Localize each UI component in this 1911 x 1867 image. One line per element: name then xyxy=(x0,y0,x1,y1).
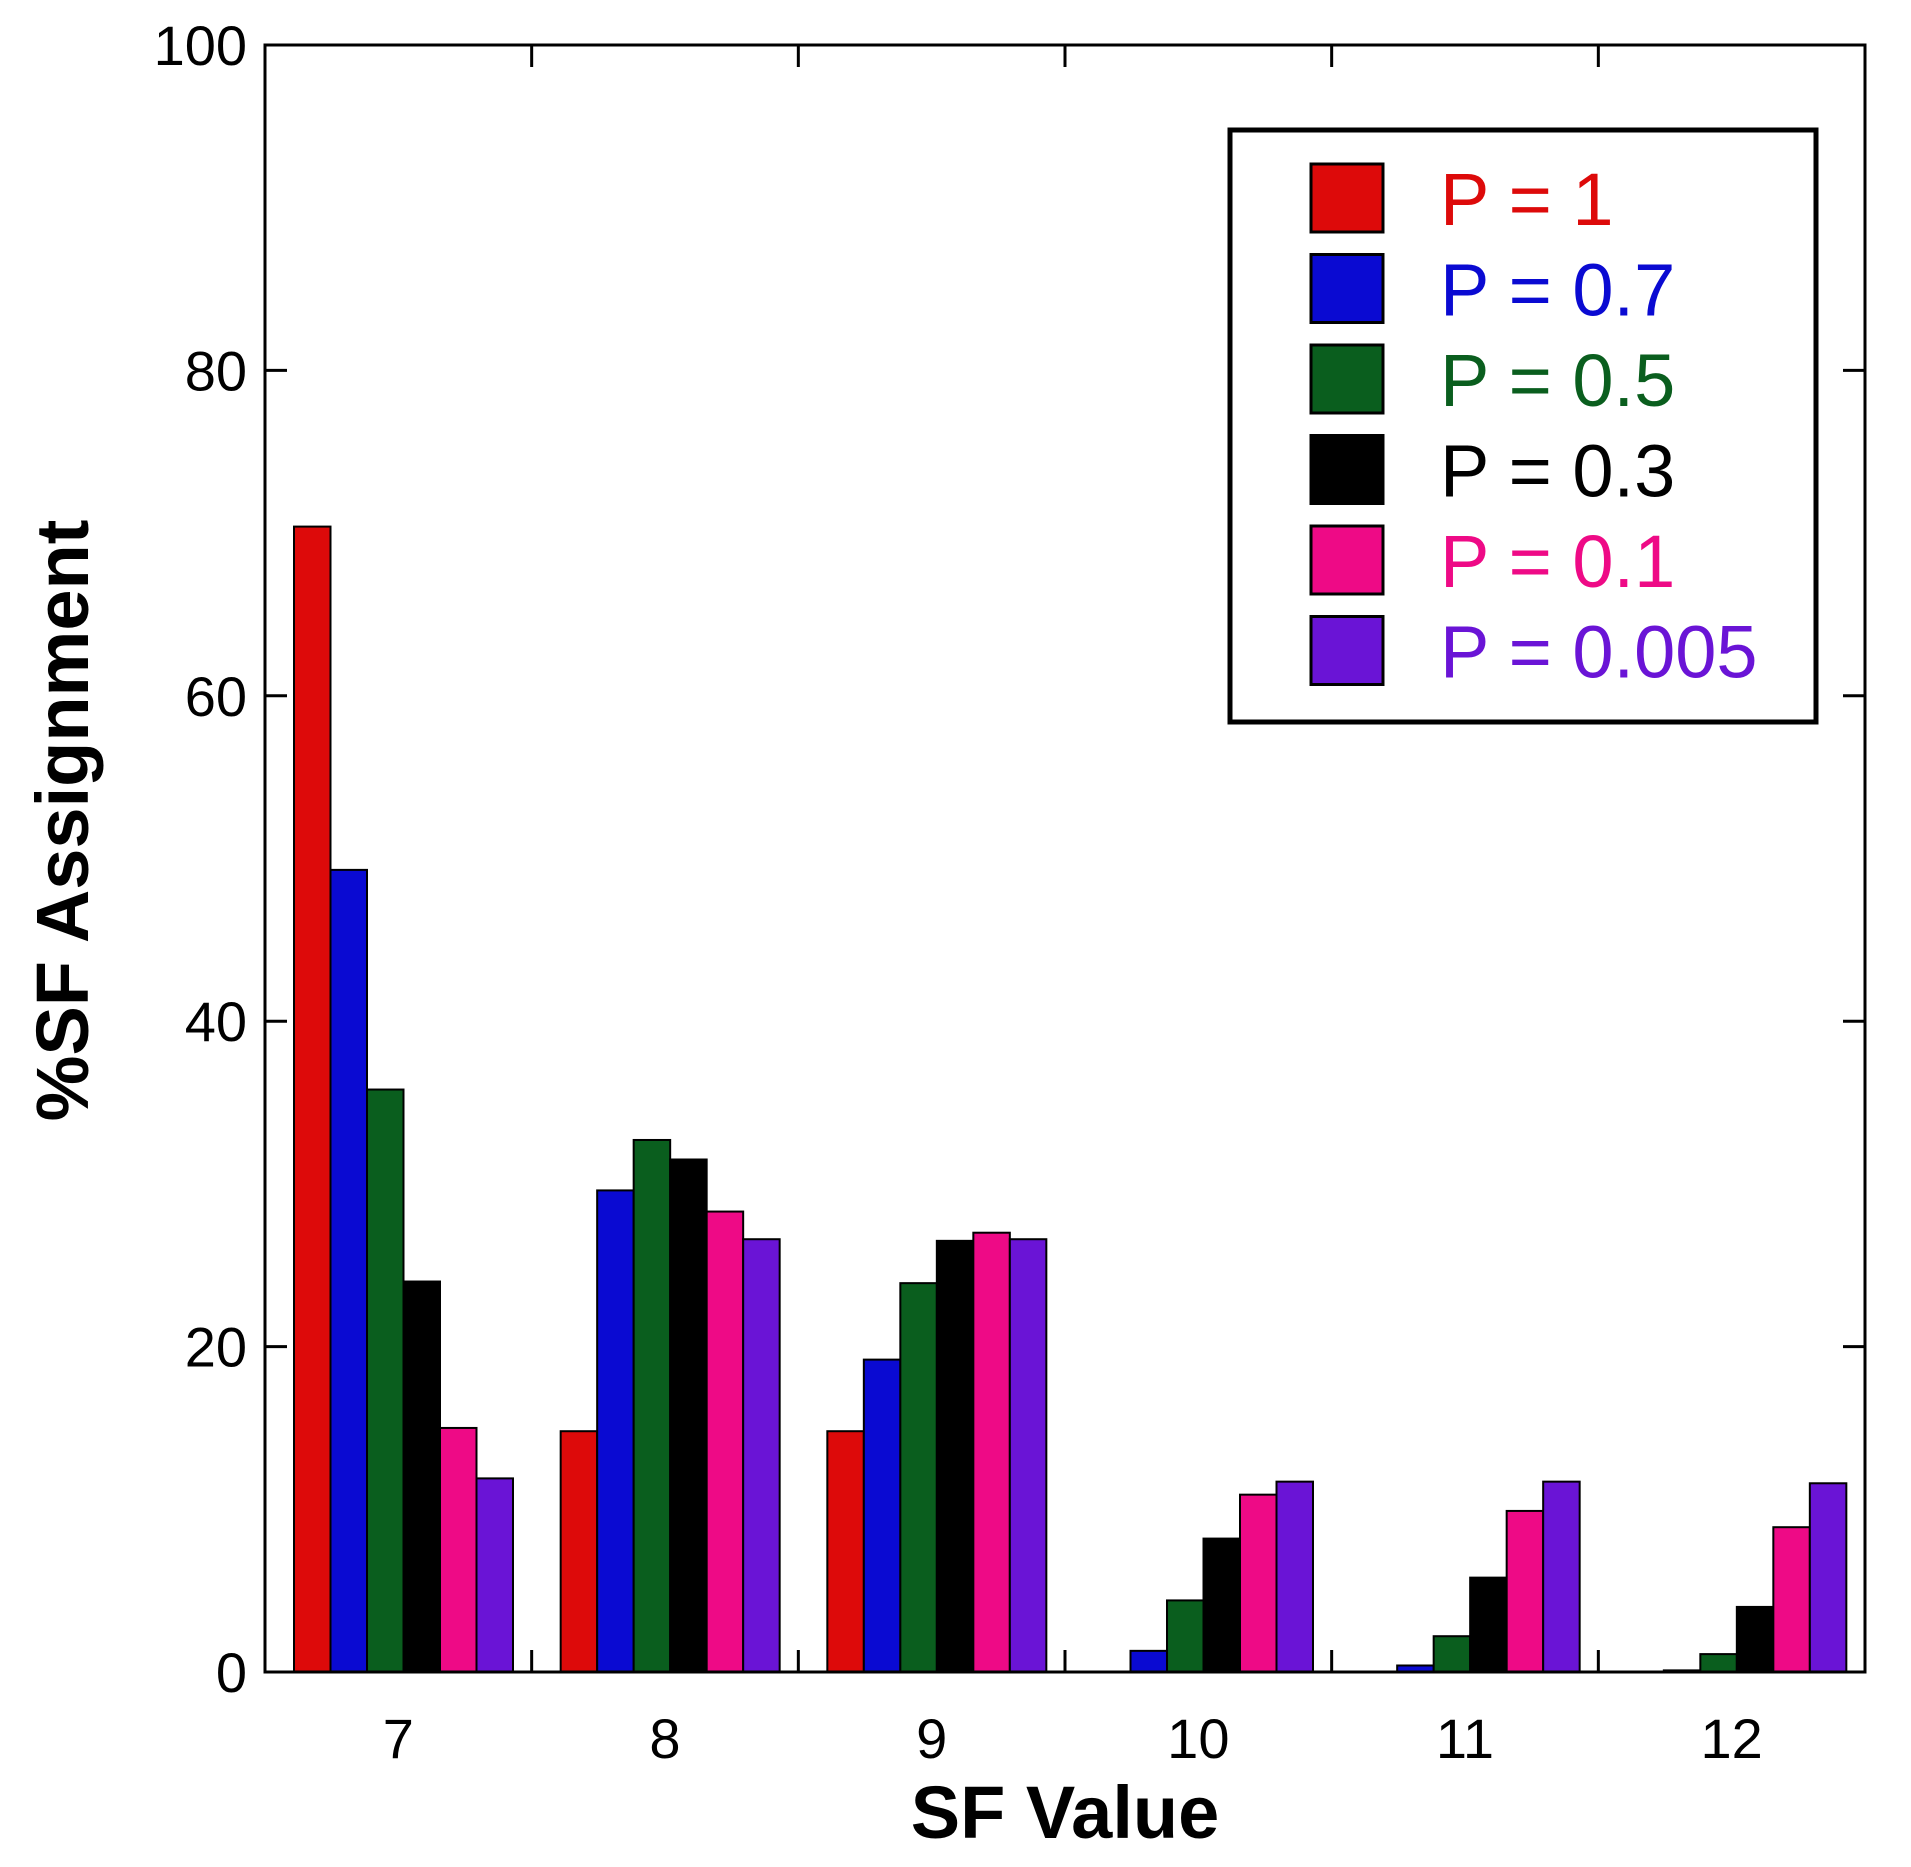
bar-sf10-series-4 xyxy=(1239,1493,1278,1673)
bar-sf10-series-3 xyxy=(1202,1537,1241,1674)
y-tick-label: 40 xyxy=(185,990,247,1053)
x-tick-label: 8 xyxy=(649,1707,680,1770)
legend-label-1: P = 0.7 xyxy=(1440,249,1675,332)
bar-sf11-series-5 xyxy=(1542,1480,1581,1673)
bar-sf8-series-3 xyxy=(669,1158,708,1673)
bar-sf9-series-5 xyxy=(1008,1238,1048,1674)
bar-sf8-series-2 xyxy=(632,1138,672,1673)
y-axis-title: %SF Assignment xyxy=(21,520,104,1122)
bar-sf7-series-2 xyxy=(366,1088,405,1674)
bar-sf9-series-2 xyxy=(899,1282,938,1673)
y-tick-label: 20 xyxy=(185,1316,247,1379)
legend-label-3: P = 0.3 xyxy=(1440,430,1675,513)
legend-label-2: P = 0.5 xyxy=(1440,339,1675,422)
bar-sf12-series-2 xyxy=(1699,1653,1738,1674)
bar-sf10-series-5 xyxy=(1275,1480,1314,1673)
bar-sf12-series-3 xyxy=(1735,1605,1775,1674)
legend-swatch-3 xyxy=(1309,434,1385,505)
bar-sf7-series-0 xyxy=(293,525,332,1673)
bar-sf9-series-4 xyxy=(972,1231,1011,1673)
bar-sf7-series-5 xyxy=(475,1477,514,1673)
plot-frame xyxy=(263,43,1867,1674)
bar-sf11-series-3 xyxy=(1469,1576,1508,1674)
bars-layer xyxy=(293,525,1848,1674)
y-tick-label: 60 xyxy=(185,665,247,728)
bar-sf11-series-2 xyxy=(1432,1635,1472,1674)
legend-swatch-4 xyxy=(1309,524,1385,596)
bar-sf8-series-4 xyxy=(705,1210,745,1673)
bar-sf9-series-0 xyxy=(826,1430,865,1673)
bar-sf11-series-4 xyxy=(1505,1509,1545,1673)
legend-swatch-0 xyxy=(1309,162,1385,234)
bar-sf10-series-2 xyxy=(1166,1599,1205,1673)
bar-sf8-series-1 xyxy=(596,1189,635,1673)
bar-sf7-series-4 xyxy=(439,1426,478,1673)
bar-sf12-series-5 xyxy=(1808,1482,1848,1673)
bar-sf10-series-1 xyxy=(1129,1649,1168,1673)
x-tick-label: 11 xyxy=(1436,1707,1494,1770)
axis-layer: 0 20 40 60 80 100 7 8 9 10 11 12 xyxy=(154,14,1865,1770)
legend: P = 1P = 0.7P = 0.5P = 0.3P = 0.1P = 0.0… xyxy=(1227,127,1819,725)
x-axis-title: SF Value xyxy=(911,1771,1219,1854)
y-tick-label: 0 xyxy=(216,1641,247,1704)
y-tick-label: 80 xyxy=(185,339,247,402)
x-tick-label: 12 xyxy=(1701,1707,1763,1770)
bar-sf8-series-0 xyxy=(559,1430,599,1673)
bar-sf9-series-3 xyxy=(935,1239,975,1673)
bar-sf12-series-4 xyxy=(1772,1526,1811,1674)
x-tick-label: 10 xyxy=(1167,1707,1229,1770)
legend-label-5: P = 0.005 xyxy=(1440,611,1758,694)
x-tick-label: 9 xyxy=(916,1707,947,1770)
legend-swatch-5 xyxy=(1309,615,1385,686)
bar-sf9-series-1 xyxy=(862,1358,902,1673)
bar-sf7-series-1 xyxy=(329,868,368,1673)
bar-sf8-series-5 xyxy=(742,1238,781,1674)
legend-label-0: P = 1 xyxy=(1440,158,1614,241)
legend-swatch-2 xyxy=(1309,343,1385,415)
y-tick-label: 100 xyxy=(154,14,247,77)
x-tick-label: 7 xyxy=(383,1707,414,1770)
legend-label-4: P = 0.1 xyxy=(1440,520,1675,603)
bar-sf7-series-3 xyxy=(402,1280,441,1674)
legend-swatch-1 xyxy=(1309,253,1385,324)
